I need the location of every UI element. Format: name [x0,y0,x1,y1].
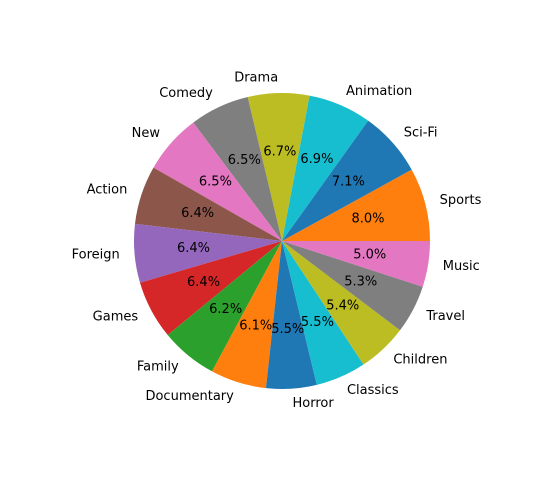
category-label: Comedy [159,86,213,101]
category-label: Drama [234,71,278,86]
category-labels: Sports Sci-Fi Animation Drama Comedy New Actio… [72,71,482,411]
pie-slice-classics [282,241,364,385]
category-label: Family [137,359,179,374]
pie-slice-music [282,241,431,287]
pie-slice-documentary [212,241,282,389]
pie-slice-family [167,241,282,372]
percent-label: 5.5% [301,315,334,330]
category-label: Classics [347,383,399,398]
percent-label: 5.0% [353,247,386,262]
category-label: Animation [346,84,412,99]
percent-label: 7.1% [332,175,365,190]
category-label: Children [393,352,447,367]
category-label: Horror [292,396,334,411]
percent-label: 8.0% [351,211,384,226]
category-label: Sports [440,193,482,208]
category-label: Documentary [145,389,234,404]
percent-label: 6.9% [300,152,333,167]
percent-label: 6.5% [228,153,261,168]
category-label: New [132,126,161,141]
percent-labels: 8.0%7.1%6.9%6.7%6.5%6.5%6.4%6.4%6.4%6.2%… [177,145,386,337]
pie-slice-children [282,241,401,365]
pie-slice-action [135,167,282,241]
percent-label: 6.7% [263,145,296,160]
pie-slice-drama [247,93,310,241]
category-label: Foreign [72,247,120,262]
pie-slice-sci-fi [282,120,412,241]
percent-label: 5.5% [271,322,304,337]
percent-label: 6.4% [177,241,210,256]
category-label: Games [93,310,139,325]
category-label: Travel [425,309,465,324]
pie-slice-sports [282,169,431,241]
percent-label: 6.4% [181,206,214,221]
pie-slices [134,93,431,389]
category-label: Sci-Fi [404,125,438,140]
category-label: Action [87,183,128,198]
pie-slice-travel [282,241,423,331]
pie-slice-comedy [193,97,282,241]
percent-label: 6.2% [209,302,242,317]
category-label: Music [443,259,480,274]
percent-label: 5.4% [326,298,359,313]
percent-label: 6.4% [187,275,220,290]
percent-label: 6.1% [239,318,272,333]
pie-slice-animation [282,95,369,241]
percent-label: 6.5% [199,175,232,190]
percent-label: 5.3% [344,275,377,290]
pie-slice-new [153,122,282,241]
pie-slice-horror [265,241,317,389]
pie-slice-games [140,241,282,336]
pie-slice-foreign [134,223,282,283]
